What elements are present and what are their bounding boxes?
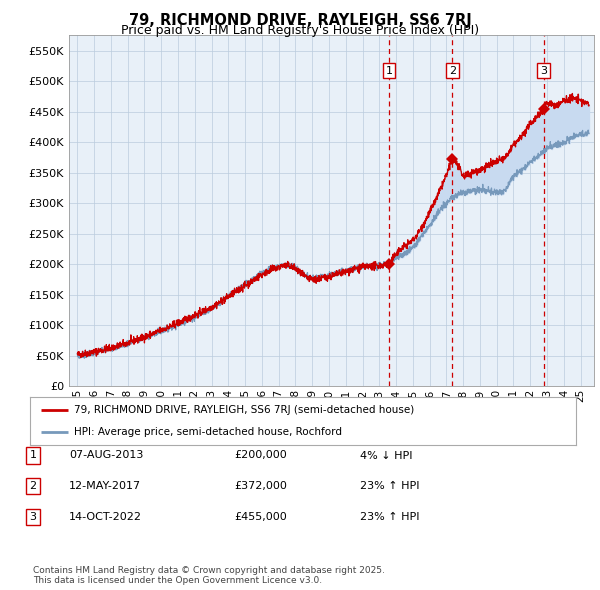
Text: 23% ↑ HPI: 23% ↑ HPI [360,481,419,491]
Text: 1: 1 [386,65,392,76]
Text: 07-AUG-2013: 07-AUG-2013 [69,451,143,460]
Text: 79, RICHMOND DRIVE, RAYLEIGH, SS6 7RJ: 79, RICHMOND DRIVE, RAYLEIGH, SS6 7RJ [128,13,472,28]
Text: 3: 3 [29,512,37,522]
Text: Price paid vs. HM Land Registry's House Price Index (HPI): Price paid vs. HM Land Registry's House … [121,24,479,37]
Text: 23% ↑ HPI: 23% ↑ HPI [360,512,419,522]
Text: HPI: Average price, semi-detached house, Rochford: HPI: Average price, semi-detached house,… [74,427,341,437]
Text: 12-MAY-2017: 12-MAY-2017 [69,481,141,491]
Text: 14-OCT-2022: 14-OCT-2022 [69,512,142,522]
Text: 3: 3 [540,65,547,76]
Text: 79, RICHMOND DRIVE, RAYLEIGH, SS6 7RJ (semi-detached house): 79, RICHMOND DRIVE, RAYLEIGH, SS6 7RJ (s… [74,405,414,415]
Text: 2: 2 [29,481,37,491]
Text: 4% ↓ HPI: 4% ↓ HPI [360,451,413,460]
Text: Contains HM Land Registry data © Crown copyright and database right 2025.
This d: Contains HM Land Registry data © Crown c… [33,566,385,585]
Text: 2: 2 [449,65,456,76]
Text: £200,000: £200,000 [234,451,287,460]
Text: £372,000: £372,000 [234,481,287,491]
Text: £455,000: £455,000 [234,512,287,522]
Text: 1: 1 [29,451,37,460]
